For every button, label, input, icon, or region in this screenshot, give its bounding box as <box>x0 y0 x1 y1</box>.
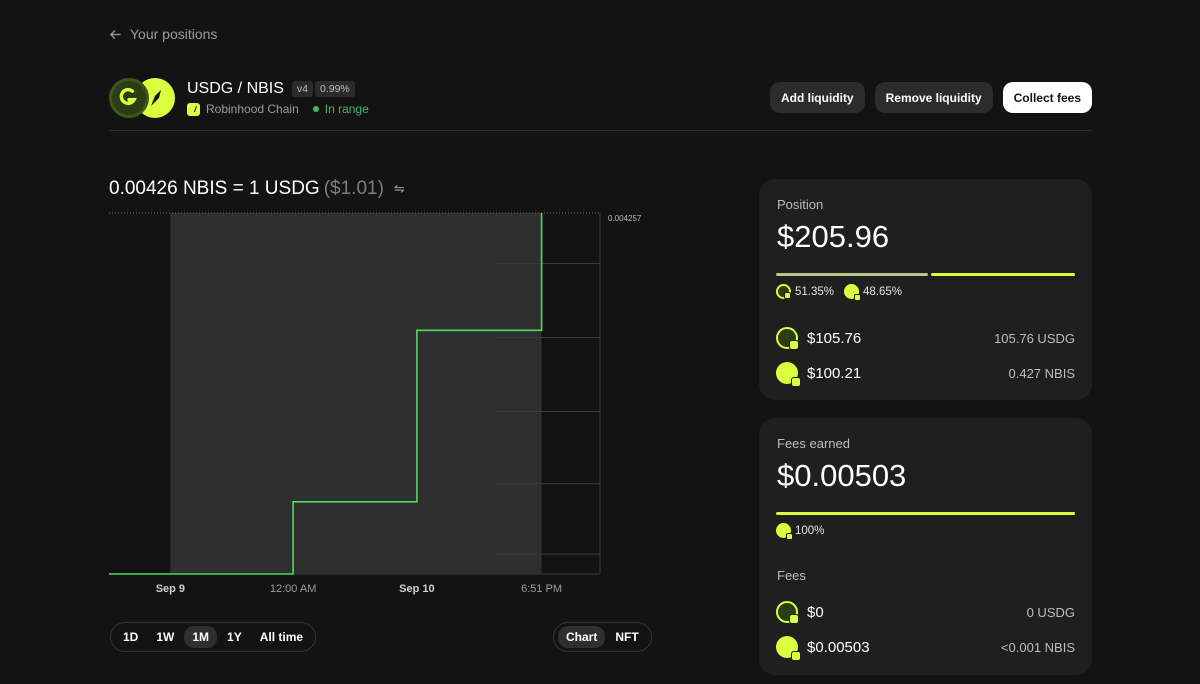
range-option-1w[interactable]: 1W <box>156 630 175 644</box>
swap-direction-icon[interactable]: ⇋ <box>393 181 405 196</box>
pool-subtitle: Robinhood Chain In range <box>187 102 369 116</box>
range-option-1y[interactable]: 1Y <box>227 630 242 644</box>
fee-token-row-nbis: $0.00503 <0.001 NBIS <box>776 635 1075 661</box>
chain-name: Robinhood Chain <box>206 102 299 116</box>
y-max-label: 0.004257 <box>608 214 642 223</box>
fee-tier-badge: 0.99% <box>315 81 355 97</box>
usdg-share: 51.35% <box>776 284 834 299</box>
position-value: $205.96 <box>777 219 890 254</box>
time-range-selector: 1D 1W 1M 1Y All time <box>110 622 317 652</box>
range-status-label: In range <box>324 102 369 116</box>
position-token-row-usdg: $105.76 105.76 USDG <box>776 326 1075 350</box>
usdg-logo-icon <box>109 78 149 118</box>
nbis-token-icon <box>844 284 862 301</box>
nbis-token-icon <box>776 362 801 387</box>
usdg-share-bar <box>776 273 928 276</box>
x-tick-label: Sep 9 <box>156 583 185 595</box>
position-token-row-nbis: $100.21 0.427 NBIS <box>776 361 1076 387</box>
x-tick-label: 6:51 PM <box>521 583 562 595</box>
price-line-series <box>109 213 543 575</box>
view-option-chart[interactable]: Chart <box>558 626 606 648</box>
nbis-token-icon <box>776 523 793 540</box>
nbis-share-value: 48.65% <box>863 285 903 298</box>
pool-title: USDG / NBIS v4 0.99% <box>187 80 355 98</box>
range-option-1d[interactable]: 1D <box>123 630 139 644</box>
price-chart: 0.004257 Sep 9 12:00 AM Sep 10 6:51 PM <box>109 212 669 597</box>
token-amount: <0.001 NBIS <box>1000 639 1075 655</box>
token-usd-value: $100.21 <box>807 364 862 382</box>
position-card: Position $205.96 51.35% 48.65% $105.76 1… <box>759 179 1092 400</box>
status-dot-icon <box>312 106 319 112</box>
robinhood-chain-icon <box>187 102 200 116</box>
nbis-token-icon <box>776 636 801 661</box>
range-option-1m[interactable]: 1M <box>184 626 218 648</box>
fees-share-percentages: 100% <box>776 523 825 540</box>
view-option-nft[interactable]: NFT <box>615 630 639 644</box>
price-chart-svg: 0.004257 Sep 9 12:00 AM Sep 10 6:51 PM <box>109 212 642 595</box>
nbis-fee-share: 100% <box>776 523 825 540</box>
usdg-token-icon <box>776 284 791 299</box>
share-percentages: 51.35% 48.65% <box>776 284 903 301</box>
x-tick-label: Sep 10 <box>399 583 434 595</box>
token-amount: 0 USDG <box>1026 604 1075 620</box>
position-actions: Add liquidity Remove liquidity Collect f… <box>769 82 1092 113</box>
token-usd-value: $0.00503 <box>807 638 870 656</box>
range-option-all-time[interactable]: All time <box>259 630 304 644</box>
price-display: 0.00426 NBIS = 1 USDG ($1.01) ⇋ <box>109 178 405 200</box>
range-status: In range <box>312 102 369 116</box>
back-to-positions-link[interactable]: Your positions <box>109 26 217 42</box>
token-amount: 105.76 USDG <box>994 330 1075 346</box>
fees-earned-label: Fees earned <box>777 436 850 451</box>
usdg-token-icon <box>776 601 799 624</box>
fees-earned-value: $0.00503 <box>777 458 907 493</box>
back-label: Your positions <box>130 26 218 42</box>
token-amount: 0.427 NBIS <box>1008 365 1076 381</box>
pool-header: USDG / NBIS v4 0.99% Robinhood Chain In … <box>109 78 1092 118</box>
nbis-share-bar <box>931 273 1075 276</box>
token-usd-value: $0 <box>807 603 824 621</box>
fees-sub-label: Fees <box>777 568 806 583</box>
add-liquidity-button[interactable]: Add liquidity <box>769 82 865 113</box>
header-divider <box>109 130 1092 131</box>
usdg-token-icon <box>776 327 799 350</box>
token-usd-value: $105.76 <box>807 329 862 347</box>
arrow-left-icon <box>109 29 121 39</box>
nbis-share: 48.65% <box>844 284 903 301</box>
view-toggle: Chart NFT <box>553 622 652 652</box>
nbis-fee-share-value: 100% <box>795 524 825 537</box>
collect-fees-button[interactable]: Collect fees <box>1002 82 1092 113</box>
remove-liquidity-button[interactable]: Remove liquidity <box>874 82 993 113</box>
position-label: Position <box>777 197 824 212</box>
fee-token-row-usdg: $0 0 USDG <box>776 600 1075 624</box>
price-usd: ($1.01) <box>323 178 384 199</box>
fees-card: Fees earned $0.00503 100% Fees $0 0 USDG… <box>759 418 1092 675</box>
token-pair-logos <box>109 78 175 118</box>
fees-share-bar <box>776 512 1075 515</box>
x-tick-label: 12:00 AM <box>270 583 316 595</box>
usdg-share-value: 51.35% <box>795 285 835 298</box>
price-rate: 0.00426 NBIS = 1 USDG <box>109 178 320 199</box>
version-badge: v4 <box>291 81 313 97</box>
pool-name: USDG / NBIS <box>187 80 284 97</box>
price-range-band <box>170 213 542 574</box>
